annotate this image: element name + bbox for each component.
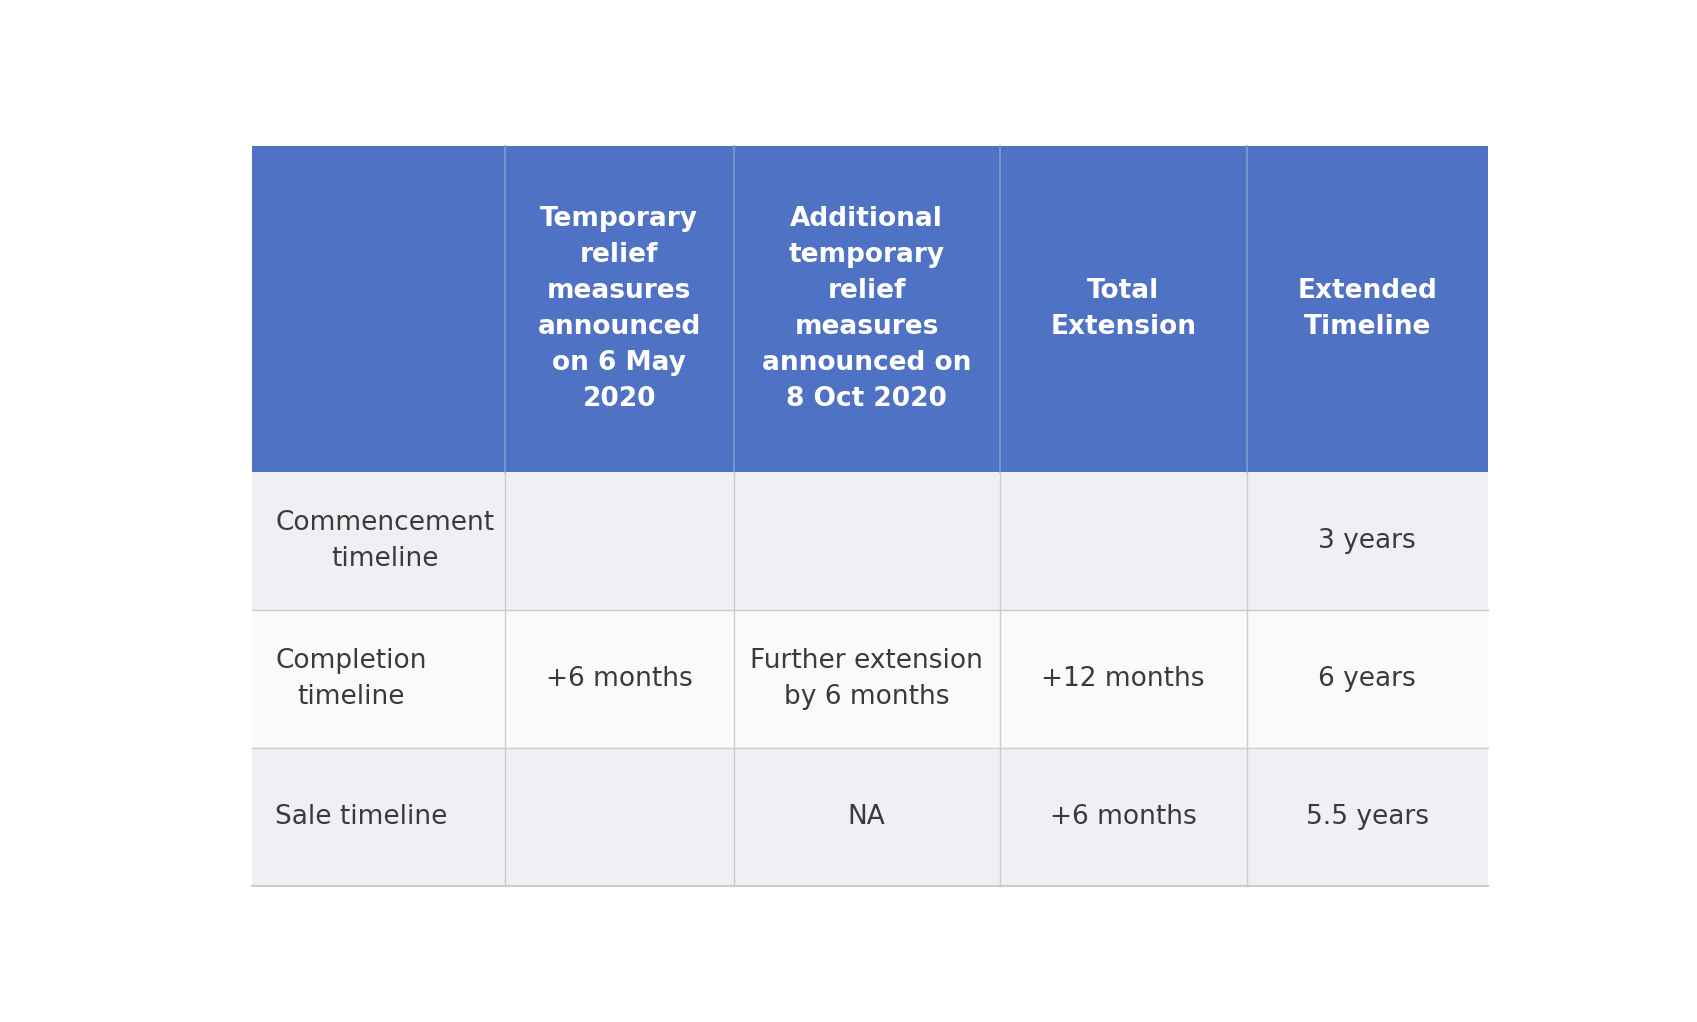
- Bar: [506, 748, 733, 886]
- Bar: [1247, 748, 1488, 886]
- Bar: [506, 472, 733, 610]
- Bar: [251, 610, 506, 748]
- Text: +6 months: +6 months: [546, 666, 692, 692]
- Bar: [1000, 146, 1247, 472]
- Text: Completion
timeline: Completion timeline: [275, 648, 426, 710]
- Bar: [251, 748, 506, 886]
- Text: Total
Extension: Total Extension: [1050, 278, 1196, 340]
- Bar: [733, 146, 1000, 472]
- Text: Commencement
timeline: Commencement timeline: [275, 510, 494, 571]
- Text: NA: NA: [848, 804, 886, 830]
- Text: Sale timeline: Sale timeline: [275, 804, 448, 830]
- Text: Temporary
relief
measures
announced
on 6 May
2020: Temporary relief measures announced on 6…: [538, 206, 701, 412]
- Bar: [1000, 472, 1247, 610]
- Text: 5.5 years: 5.5 years: [1305, 804, 1429, 830]
- Bar: [733, 472, 1000, 610]
- Bar: [251, 472, 506, 610]
- Bar: [733, 610, 1000, 748]
- Bar: [733, 748, 1000, 886]
- Bar: [1000, 610, 1247, 748]
- Bar: [1247, 472, 1488, 610]
- Bar: [1247, 146, 1488, 472]
- Text: +6 months: +6 months: [1050, 804, 1196, 830]
- Text: Additional
temporary
relief
measures
announced on
8 Oct 2020: Additional temporary relief measures ann…: [762, 206, 971, 412]
- Bar: [506, 610, 733, 748]
- Bar: [506, 146, 733, 472]
- Bar: [1247, 610, 1488, 748]
- Text: 3 years: 3 years: [1319, 527, 1417, 554]
- Text: +12 months: +12 months: [1042, 666, 1205, 692]
- Text: Further extension
by 6 months: Further extension by 6 months: [750, 648, 983, 710]
- Text: 6 years: 6 years: [1319, 666, 1417, 692]
- Bar: [1000, 748, 1247, 886]
- Bar: [251, 146, 506, 472]
- Text: Extended
Timeline: Extended Timeline: [1298, 278, 1437, 340]
